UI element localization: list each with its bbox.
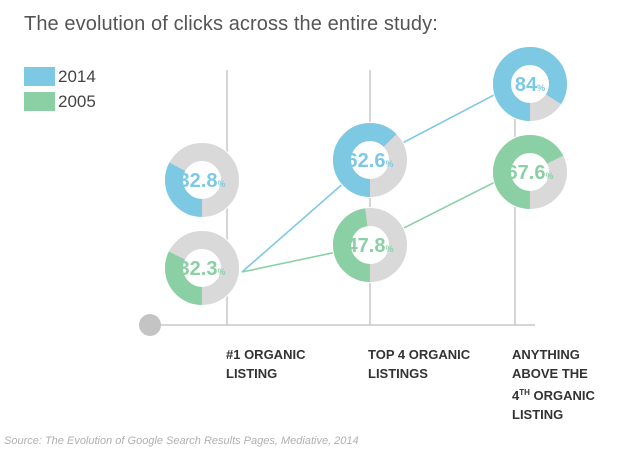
donut-value-arc-2014-1 <box>165 143 239 217</box>
legend-label-2014: 2014 <box>58 66 96 86</box>
donut-value-unit: % <box>385 159 393 169</box>
category-label-3-line-3-rest: ORGANIC <box>529 388 595 403</box>
donut-value-number: 62.6 <box>347 150 386 172</box>
donut-value-unit: % <box>217 267 225 277</box>
donut-value-number: 32.3 <box>179 258 218 280</box>
legend-swatch-2014 <box>24 67 55 86</box>
legend: 2014 2005 <box>24 64 96 114</box>
category-label-2-line-2: LISTINGS <box>368 366 428 381</box>
donut-value-label-2005-2: 47.8% <box>347 235 394 257</box>
donut-value-number: 84 <box>515 74 538 96</box>
donut-value-number: 32.8 <box>179 170 218 192</box>
donut-value-unit: % <box>385 244 393 254</box>
legend-swatch-2005 <box>24 92 55 111</box>
donut-value-arc-2005-3 <box>493 135 567 209</box>
category-label-1-line-1: #1 ORGANIC <box>226 347 306 362</box>
donut-value-label-2005-1: 32.3% <box>179 258 226 280</box>
source-note: Source: The Evolution of Google Search R… <box>4 435 359 447</box>
donut-value-arc-2014-3 <box>493 47 567 121</box>
donut-value-label-2014-3: 84% <box>515 74 545 96</box>
category-label-3-line-1: ANYTHING <box>512 347 580 362</box>
donut-value-label-2014-2: 62.6% <box>347 150 394 172</box>
donut-value-arc-2014-2 <box>333 123 407 197</box>
category-label-1: #1 ORGANIC LISTING <box>226 345 356 383</box>
donut-value-unit: % <box>537 83 545 93</box>
legend-item-2014: 2014 <box>24 64 96 89</box>
donut-value-arc-2005-2 <box>333 208 407 282</box>
category-label-3-ordinal: 4 <box>512 388 520 403</box>
category-label-3-ordinal-suffix: TH <box>519 388 530 397</box>
baseline-origin-dot <box>139 314 161 336</box>
category-label-3: ANYTHING ABOVE THE 4TH ORGANIC LISTING <box>512 345 630 424</box>
category-label-1-line-2: LISTING <box>226 366 278 381</box>
donut-value-unit: % <box>545 171 553 181</box>
donut-value-number: 47.8 <box>347 235 386 257</box>
legend-item-2005: 2005 <box>24 89 96 114</box>
chart-title: The evolution of clicks across the entir… <box>24 13 438 35</box>
category-label-2: TOP 4 ORGANIC LISTINGS <box>368 345 498 383</box>
category-label-3-line-2: ABOVE THE <box>512 366 588 381</box>
category-label-3-line-4: LISTING <box>512 407 564 422</box>
donut-value-label-2005-3: 67.6% <box>507 162 554 184</box>
donut-value-label-2014-1: 32.8% <box>179 170 226 192</box>
category-label-3-line-3: 4TH ORGANIC <box>512 383 630 405</box>
donut-value-arc-2005-1 <box>165 231 239 305</box>
donut-value-number: 67.6 <box>507 162 546 184</box>
category-label-2-line-1: TOP 4 ORGANIC <box>368 347 471 362</box>
legend-label-2005: 2005 <box>58 91 96 111</box>
donut-value-unit: % <box>217 179 225 189</box>
